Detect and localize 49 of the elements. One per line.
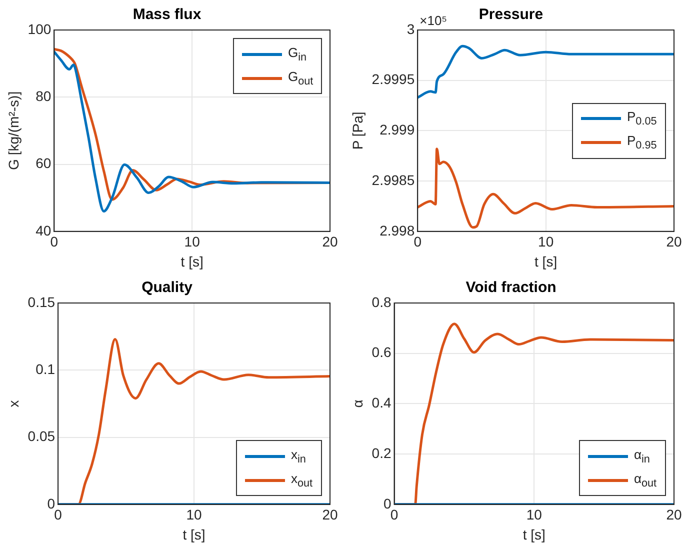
legend-label: x$_{in}$ [291,447,306,466]
line-series [418,148,674,229]
legend-label: G$_{in}$ [288,44,307,64]
legend-label: P$_{0.95}$ [627,133,657,152]
y-tick-label: 0 [47,495,56,512]
y-axis-title: α [349,400,366,408]
x-tick-label: 10 [526,506,542,523]
x-tick-label: 10 [538,234,554,250]
y-tick-label: 0.4 [372,394,392,411]
y-tick-label: 60 [36,155,52,172]
x-axis-title: t [s] [534,253,558,270]
x-axis-title: t [s] [180,253,204,270]
y-axis-title: x [5,400,22,408]
x-axis-title: t [s] [522,526,546,542]
y-tick-label: 2.998 [380,222,415,238]
x-tick-label: 20 [322,506,338,523]
y-tick-label: 0.1 [36,360,56,377]
y-tick-label: 0 [383,495,392,512]
x-tick-label: 10 [184,234,200,250]
y-tick-label: 2.9995 [372,71,415,88]
y-tick-label: 0.8 [372,294,392,310]
legend-label: α$_{in}$ [634,447,650,466]
x-tick-label: 20 [322,234,338,250]
y-tick-label: 0.6 [372,344,392,360]
y-axis-title: G [kg/(m²-s)] [5,91,22,170]
chart-title: Quality [142,279,194,296]
y-tick-label: 40 [36,222,52,238]
y-tick-label: 2.999 [380,122,415,138]
y-tick-label: 0.05 [28,428,56,444]
text: ×10⁵ [420,13,448,28]
legend-label: G$_{out}$ [288,68,314,88]
line-series [418,44,674,99]
legend-label: x$_{out}$ [291,471,313,490]
y-tick-label: 0.2 [372,444,392,461]
y-tick-label: 80 [36,88,52,104]
legend-label: P$_{0.05}$ [627,109,657,128]
chart-title: Pressure [478,6,544,24]
legend-label: α$_{out}$ [634,471,657,490]
chart-title: Mass flux [132,6,202,24]
y-axis-title: P [Pa] [349,112,366,150]
chart-title: Void fraction [466,279,556,296]
x-tick-label: 20 [666,234,682,250]
y-tick-label: 2.9985 [372,172,415,188]
x-axis-title: t [s] [182,526,206,542]
y-tick-label: 100 [28,20,52,37]
x-tick-label: 20 [666,506,682,523]
x-tick-label: 10 [186,506,202,523]
y-tick-label: 0.15 [28,294,56,310]
y-tick-label: 3 [406,20,415,37]
